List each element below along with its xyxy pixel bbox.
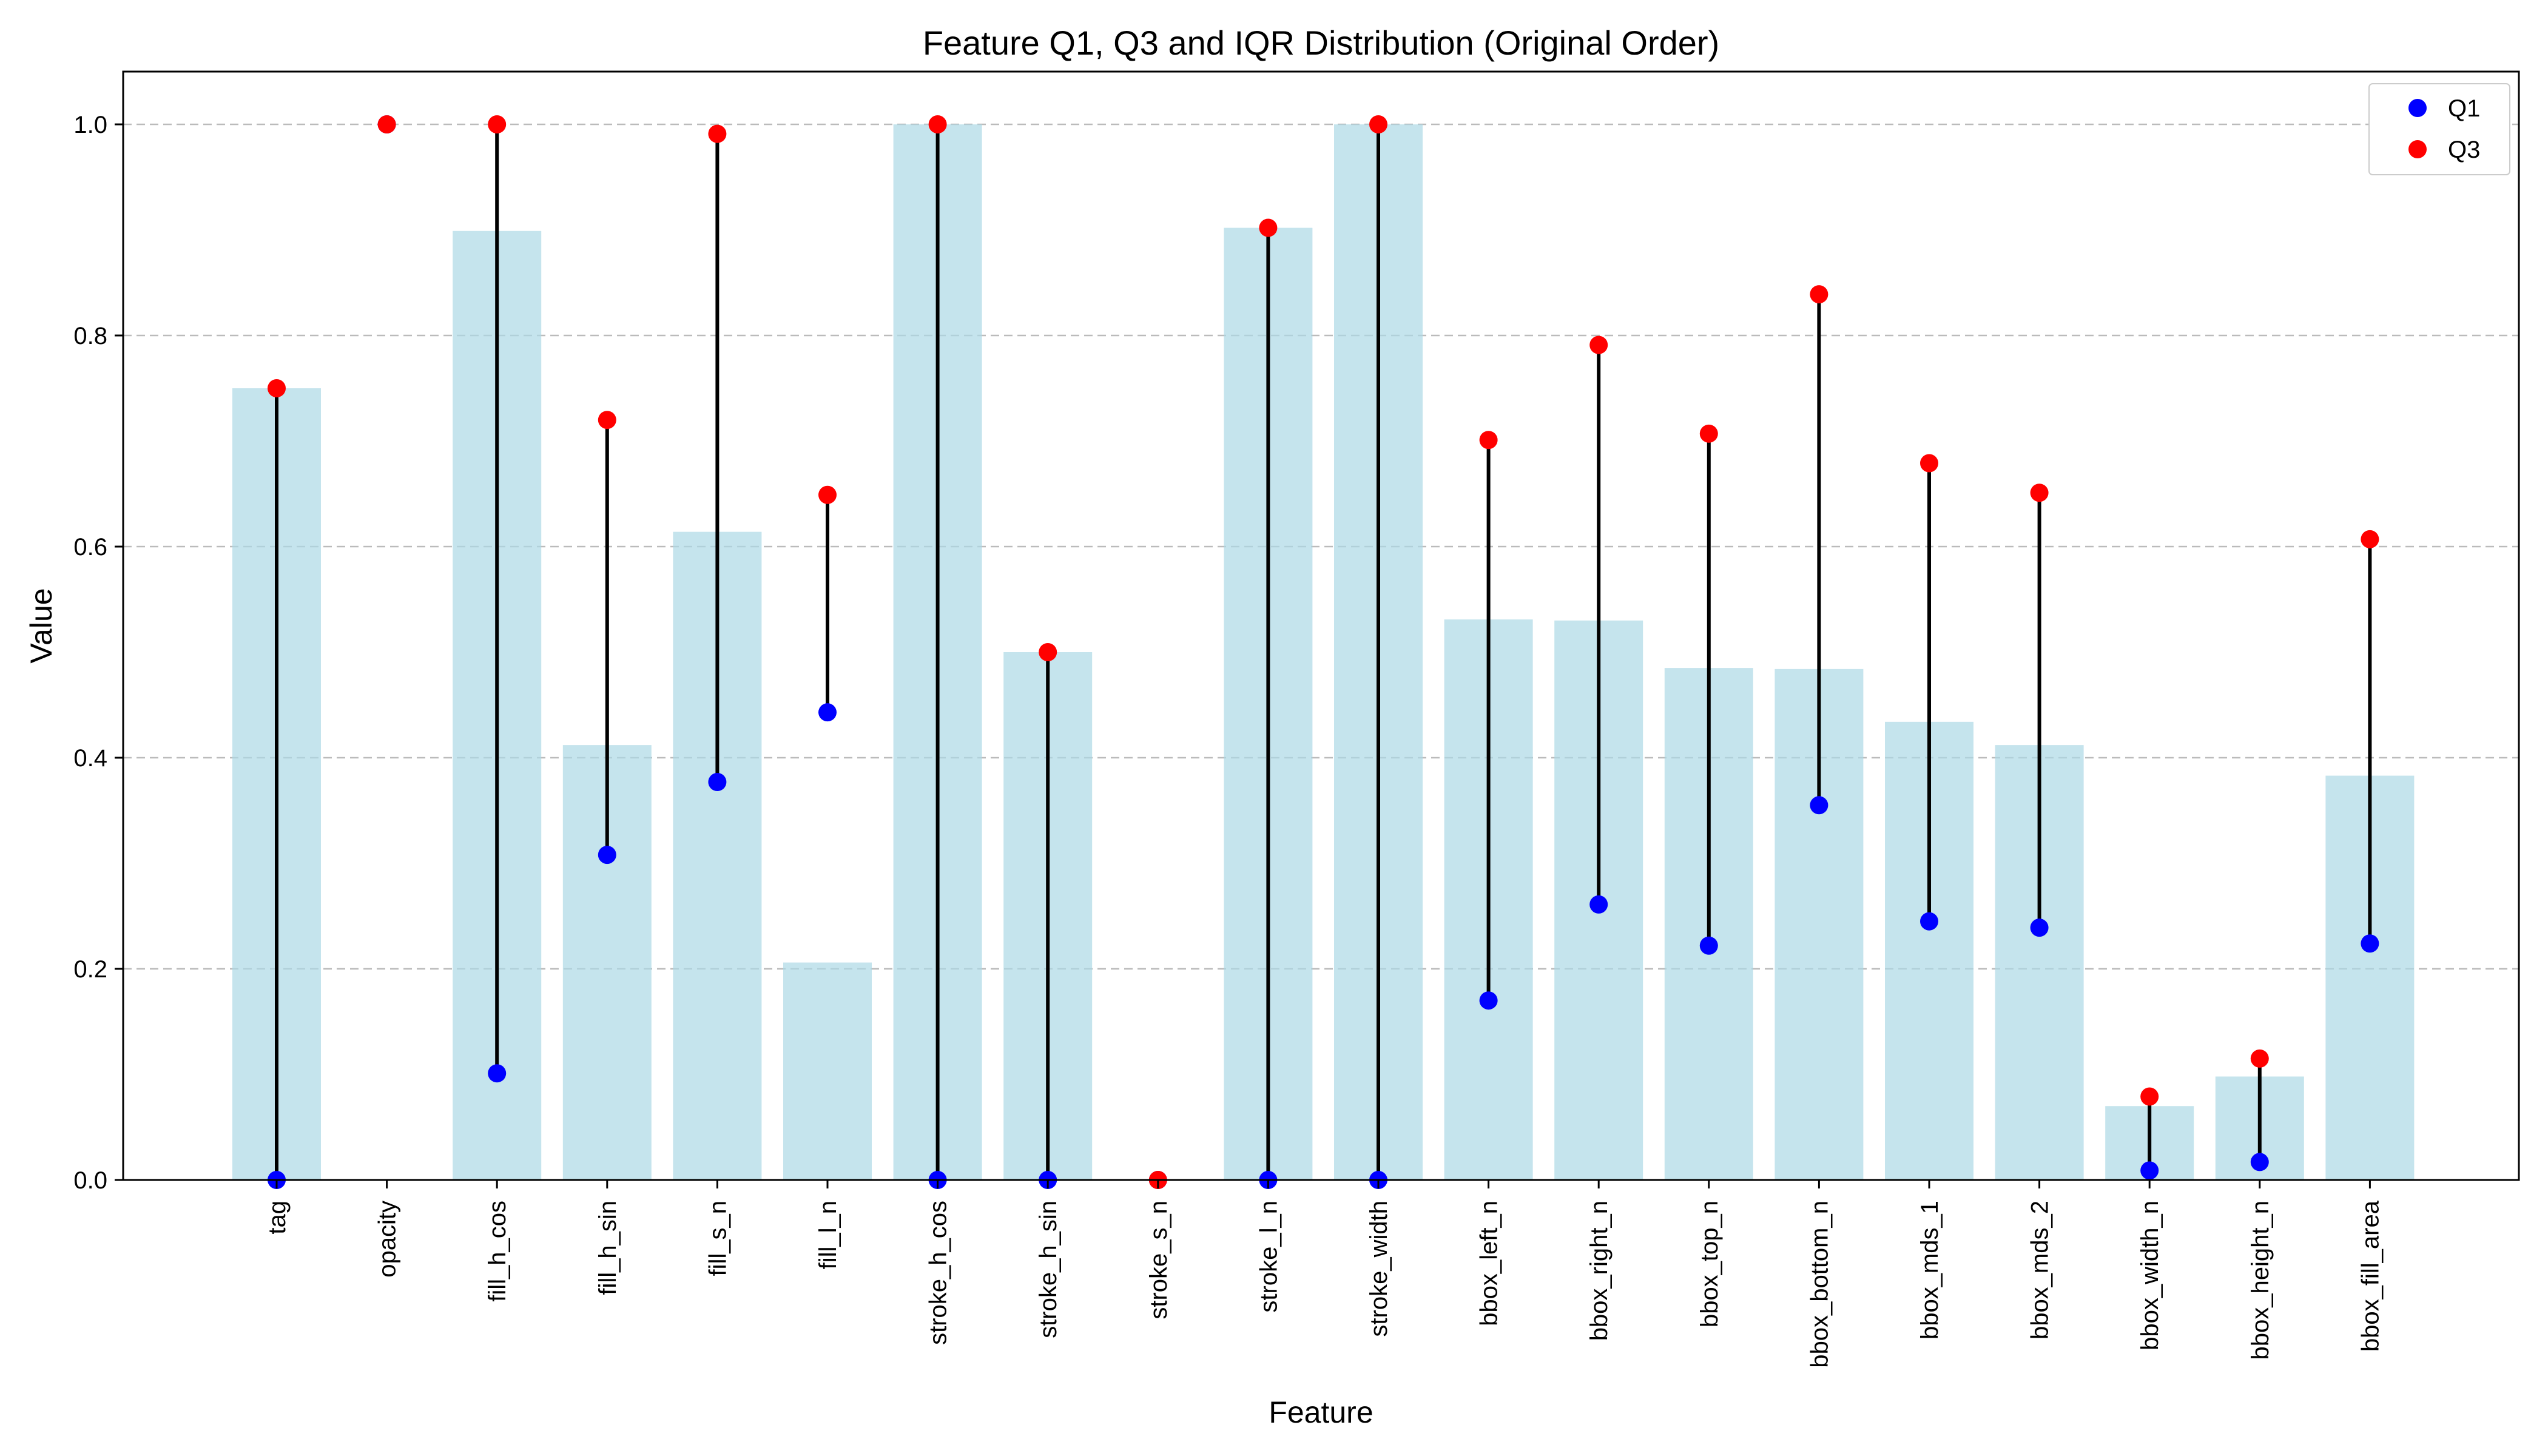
q3-point: [2030, 484, 2049, 502]
q1-point: [708, 773, 727, 792]
iqr-bar: [783, 962, 872, 1180]
q1-point: [2250, 1153, 2269, 1171]
q3-point: [1039, 643, 1057, 661]
x-tick-label: stroke_l_n: [1255, 1201, 1282, 1313]
q1-point: [598, 846, 616, 864]
legend-q3-label: Q3: [2448, 136, 2480, 163]
x-tick-label: stroke_s_n: [1145, 1201, 1172, 1320]
x-tick-label: bbox_width_n: [2137, 1201, 2163, 1350]
x-tick-label: bbox_top_n: [1696, 1201, 1723, 1327]
x-tick-label: tag: [264, 1201, 291, 1235]
q3-point: [377, 115, 396, 133]
q3-point: [818, 485, 837, 504]
legend-box: [2368, 83, 2510, 175]
x-tick-label: bbox_fill_area: [2357, 1200, 2384, 1352]
y-tick-label: 0.6: [73, 534, 107, 561]
plot-frame: [122, 70, 2520, 1181]
q1-point: [1699, 936, 1718, 955]
x-tick-label: bbox_mds_1: [1916, 1201, 1943, 1340]
q1-point: [2030, 918, 2049, 937]
q3-point: [708, 124, 727, 143]
q1-point: [1589, 895, 1608, 914]
q3-point: [1810, 285, 1828, 304]
q3-point: [1589, 335, 1608, 354]
y-tick-label: 0.0: [73, 1167, 107, 1194]
q3-point: [488, 115, 507, 133]
q1-point: [488, 1064, 507, 1083]
x-tick-label: bbox_left_n: [1476, 1201, 1503, 1326]
q1-point: [1810, 796, 1828, 815]
q3-point: [928, 115, 947, 133]
legend-q3-marker: [2408, 140, 2427, 158]
q3-point: [1920, 454, 1938, 473]
x-tick-label: fill_h_sin: [595, 1201, 621, 1295]
q3-point: [2250, 1049, 2269, 1068]
q3-point: [1259, 218, 1278, 237]
legend-q1-marker: [2408, 99, 2427, 117]
q3-point: [2361, 530, 2379, 548]
y-tick-label: 0.8: [73, 323, 107, 349]
chart-title: Feature Q1, Q3 and IQR Distribution (Ori…: [923, 24, 1719, 62]
x-tick-label: stroke_width: [1366, 1201, 1392, 1337]
x-tick-label: opacity: [374, 1201, 401, 1278]
x-tick-label: stroke_h_cos: [925, 1201, 952, 1345]
y-tick-label: 0.2: [73, 956, 107, 983]
x-axis-label: Feature: [1269, 1395, 1373, 1429]
q3-point: [1479, 431, 1498, 450]
x-tick-label: bbox_right_n: [1586, 1201, 1613, 1341]
q3-point: [2140, 1087, 2159, 1106]
q3-point: [268, 379, 286, 397]
q3-point: [598, 411, 616, 430]
x-tick-label: fill_s_n: [704, 1201, 731, 1276]
q1-point: [818, 703, 837, 722]
q3-point: [1699, 424, 1718, 443]
q1-point: [2361, 934, 2379, 953]
x-tick-label: fill_h_cos: [484, 1201, 511, 1302]
legend: Q1 Q3: [2368, 83, 2510, 175]
x-tick-label: stroke_h_sin: [1035, 1201, 1062, 1338]
y-axis-label: Value: [24, 588, 58, 663]
x-tick-label: bbox_bottom_n: [1806, 1201, 1833, 1368]
q3-point: [1369, 115, 1387, 133]
x-tick-label: bbox_height_n: [2247, 1201, 2274, 1360]
x-tick-label: fill_l_n: [815, 1201, 841, 1269]
q1-point: [1479, 991, 1498, 1010]
y-tick-label: 1.0: [73, 112, 107, 138]
legend-q1-label: Q1: [2448, 95, 2480, 122]
x-tick-label: bbox_mds_2: [2027, 1201, 2054, 1340]
q1-point: [2140, 1161, 2159, 1180]
y-tick-label: 0.4: [73, 745, 107, 772]
q1-point: [1920, 912, 1938, 931]
